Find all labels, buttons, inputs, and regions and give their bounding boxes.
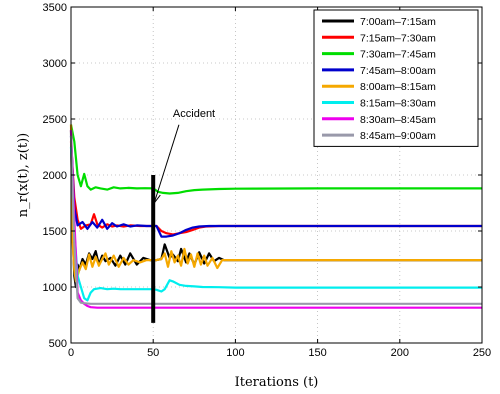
series-line-7 — [69, 130, 482, 309]
legend-label-8: 8:45am–9:00am — [360, 130, 436, 142]
x-tick-label: 250 — [473, 347, 491, 359]
legend-label-3: 7:30am–7:45am — [360, 49, 436, 61]
legend-label-2: 7:15am–7:30am — [360, 32, 436, 44]
y-tick-label: 1500 — [43, 226, 67, 238]
legend-label-1: 7:00am–7:15am — [360, 16, 436, 28]
annotation-arrowhead — [153, 192, 161, 205]
y-axis-label: n_r(x(t), z(t)) — [16, 133, 31, 217]
annotation-label: Accident — [173, 108, 215, 120]
series-line-6 — [69, 146, 482, 302]
series-line-4 — [69, 135, 482, 238]
series-line-8 — [69, 135, 482, 305]
x-axis-label: Iterations (t) — [235, 375, 319, 390]
y-tick-label: 3000 — [43, 58, 67, 70]
x-tick-label: 100 — [226, 347, 244, 359]
x-tick-label: 50 — [147, 347, 159, 359]
y-tick-label: 500 — [49, 338, 67, 350]
series-layer — [69, 124, 482, 309]
y-tick-label: 2000 — [43, 170, 67, 182]
x-tick-label: 0 — [68, 347, 74, 359]
annotation-arrow — [153, 124, 180, 204]
series-line-5 — [69, 124, 482, 283]
series-line-1 — [69, 130, 482, 289]
x-tick-label: 200 — [391, 347, 409, 359]
legend-label-7: 8:30am–8:45am — [360, 114, 436, 126]
y-tick-label: 2500 — [43, 114, 67, 126]
accident-annotation: Accident — [151, 108, 215, 323]
y-tick-label: 1000 — [43, 282, 67, 294]
legend: 7:00am–7:15am 7:15am–7:30am 7:30am–7:45am 7… — [313, 9, 479, 147]
ticks: 0 50 100 150 200 250 500 1000 1500 2000 2500 3000 35… — [43, 2, 492, 359]
legend-label-5: 8:00am–8:15am — [360, 81, 436, 93]
series-line-3 — [69, 124, 482, 195]
x-tick-label: 150 — [308, 347, 326, 359]
legend-label-4: 7:45am–8:00am — [360, 65, 436, 77]
y-tick-label: 3500 — [43, 2, 67, 14]
legend-label-6: 8:15am–8:30am — [360, 98, 436, 110]
legend-box — [313, 9, 479, 147]
